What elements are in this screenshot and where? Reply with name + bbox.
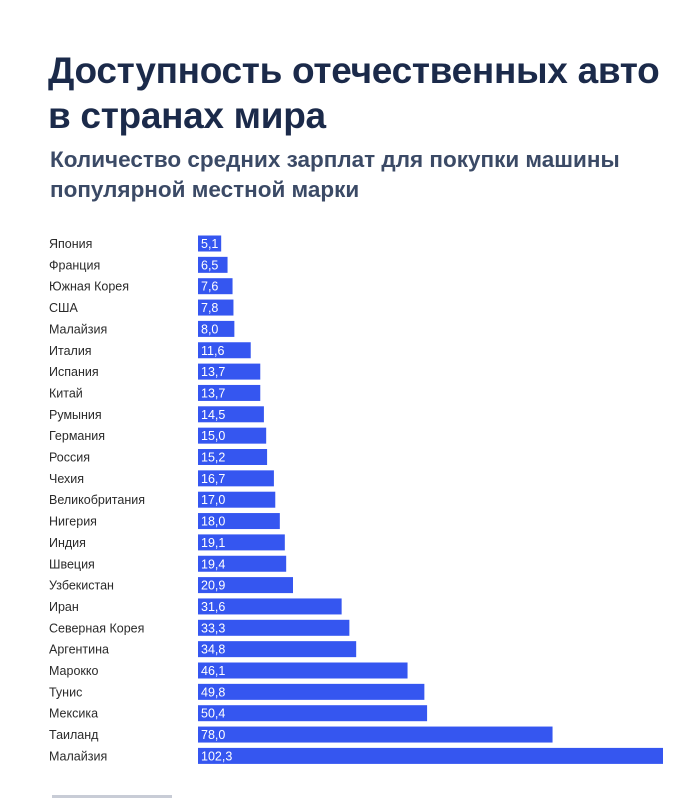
category-label: Южная Корея <box>49 280 129 294</box>
category-label: Тунис <box>49 685 82 699</box>
bar <box>198 705 428 722</box>
category-label: Нигерия <box>49 515 97 529</box>
value-label: 16,7 <box>201 472 225 486</box>
value-label: 33,3 <box>201 621 225 635</box>
bar <box>198 449 268 465</box>
category-label: Испания <box>49 365 99 379</box>
category-label: США <box>49 301 78 315</box>
bar <box>198 534 285 551</box>
category-label: Индия <box>49 536 86 550</box>
bar <box>198 470 274 487</box>
value-label: 13,7 <box>201 386 225 400</box>
category-label: Марокко <box>49 664 98 678</box>
category-label: Малайзия <box>49 322 107 336</box>
value-label: 8,0 <box>201 322 218 336</box>
value-label: 15,0 <box>201 429 225 443</box>
category-label: Чехия <box>49 472 84 486</box>
value-label: 15,2 <box>201 451 225 465</box>
value-label: 13,7 <box>201 365 225 379</box>
value-label: 7,8 <box>201 301 218 315</box>
value-label: 14,5 <box>201 408 225 422</box>
bar <box>198 555 287 572</box>
bar <box>198 235 222 252</box>
category-label: Северная Корея <box>49 621 144 635</box>
chart-title: Доступность отечественных авто в странах… <box>48 50 660 136</box>
category-label: Иран <box>49 600 79 614</box>
chart-subtitle: Количество средних зарплат для покупки м… <box>50 147 620 202</box>
category-label: Румыния <box>49 408 102 422</box>
category-label: Россия <box>49 451 90 465</box>
category-label: Франция <box>49 258 100 272</box>
category-label: Великобритания <box>49 493 145 507</box>
category-label: Узбекистан <box>49 579 114 593</box>
bar <box>198 491 276 508</box>
footer-divider <box>52 795 172 798</box>
value-label: 18,0 <box>201 515 225 529</box>
value-label: 17,0 <box>201 493 225 507</box>
value-label: 19,1 <box>201 536 225 550</box>
value-label: 20,9 <box>201 579 225 593</box>
bar <box>198 513 280 530</box>
bar <box>198 683 425 700</box>
value-label: 11,6 <box>201 344 224 358</box>
bar <box>198 747 663 764</box>
bar <box>198 278 233 295</box>
value-label: 19,4 <box>201 557 225 571</box>
value-label: 102,3 <box>201 749 232 763</box>
value-label: 31,6 <box>201 600 225 614</box>
value-label: 6,5 <box>201 258 218 272</box>
value-label: 46,1 <box>201 664 225 678</box>
bar <box>198 641 357 658</box>
value-label: 78,0 <box>201 728 225 742</box>
value-label: 34,8 <box>201 643 225 657</box>
bar <box>198 406 264 423</box>
category-label: Япония <box>49 237 92 251</box>
category-label: Германия <box>49 429 105 443</box>
bar <box>198 577 293 594</box>
category-label: Аргентина <box>49 643 109 657</box>
bar <box>198 662 408 679</box>
category-label: Китай <box>49 386 83 400</box>
category-label: Мексика <box>49 707 98 721</box>
category-label: Малайзия <box>49 749 107 763</box>
category-label: Таиланд <box>49 728 99 742</box>
bar <box>198 619 350 636</box>
category-label: Италия <box>49 344 92 358</box>
value-label: 50,4 <box>201 707 225 721</box>
bar <box>198 384 261 401</box>
value-label: 5,1 <box>201 237 218 251</box>
bar <box>198 299 234 316</box>
category-label: Швеция <box>49 557 95 571</box>
bar <box>198 256 228 273</box>
bar <box>198 598 342 615</box>
bar <box>198 726 553 743</box>
bar <box>198 320 235 337</box>
bar <box>198 427 267 444</box>
bar <box>198 363 261 380</box>
value-label: 7,6 <box>201 280 218 294</box>
value-label: 49,8 <box>201 685 225 699</box>
bar <box>198 342 251 359</box>
